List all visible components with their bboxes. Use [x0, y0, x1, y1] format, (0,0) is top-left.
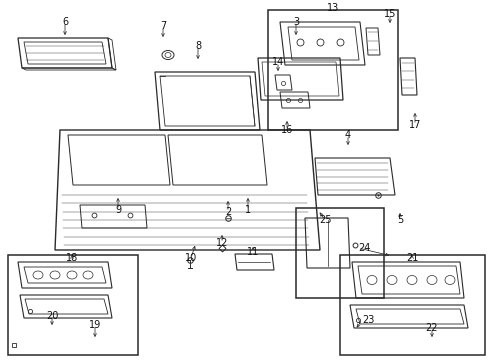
Text: 14: 14	[271, 57, 284, 67]
Text: 2: 2	[224, 207, 231, 217]
Text: 12: 12	[215, 238, 228, 248]
Text: 3: 3	[292, 17, 299, 27]
Bar	[267, 10, 397, 130]
Text: 6: 6	[62, 17, 68, 27]
Text: 11: 11	[246, 247, 259, 257]
Text: 18: 18	[66, 253, 78, 263]
Text: 21: 21	[405, 253, 417, 263]
Text: 25: 25	[318, 215, 330, 225]
Text: 4: 4	[344, 130, 350, 140]
Text: 22: 22	[425, 323, 437, 333]
Text: 1: 1	[244, 205, 250, 215]
Text: 13: 13	[326, 3, 339, 13]
Text: 7: 7	[160, 21, 166, 31]
Text: 17: 17	[408, 120, 420, 130]
Text: 10: 10	[184, 253, 197, 263]
Text: 9: 9	[115, 205, 121, 215]
Text: 23: 23	[361, 315, 374, 325]
Text: 16: 16	[280, 125, 292, 135]
Bar	[295, 208, 383, 298]
Text: 15: 15	[383, 9, 395, 19]
Text: 5: 5	[396, 215, 402, 225]
Text: 20: 20	[46, 311, 58, 321]
Bar	[8, 255, 138, 355]
Text: 24: 24	[357, 243, 369, 253]
Text: 19: 19	[89, 320, 101, 330]
Bar	[339, 255, 484, 355]
Text: 8: 8	[195, 41, 201, 51]
